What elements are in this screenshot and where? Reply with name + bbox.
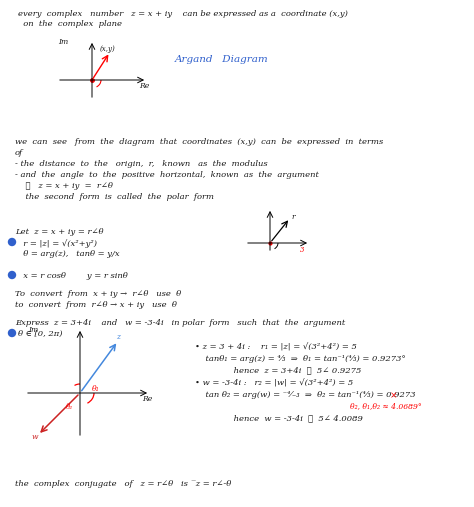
Text: every  complex   number   z = x + iy    can be expressed as a  coordinate (x,y): every complex number z = x + iy can be e…: [18, 10, 348, 18]
Text: hence  z = 3+4i  ≅  5∠ 0.9275: hence z = 3+4i ≅ 5∠ 0.9275: [210, 366, 361, 374]
Circle shape: [9, 330, 16, 337]
Text: hence  w = -3-4i  ≅  5∠ 4.0089: hence w = -3-4i ≅ 5∠ 4.0089: [210, 414, 363, 422]
Text: to  convert  from  r∠θ → x + iy   use  θ: to convert from r∠θ → x + iy use θ: [15, 301, 177, 309]
Text: the  complex  conjugate   of   z = r∠θ   is   ̅z = r∠-θ: the complex conjugate of z = r∠θ is ̅z =…: [15, 480, 231, 488]
Text: ∴   z = x + iy  =  r∠θ: ∴ z = x + iy = r∠θ: [15, 182, 113, 190]
Text: ×: ×: [390, 391, 398, 400]
Text: Re: Re: [142, 395, 152, 403]
Text: w: w: [32, 433, 38, 441]
Text: of: of: [15, 149, 23, 157]
Text: θ₂: θ₂: [66, 403, 73, 411]
Text: Im: Im: [58, 38, 68, 46]
Text: 3: 3: [300, 246, 304, 254]
Text: (x,y): (x,y): [100, 45, 116, 53]
Text: r: r: [291, 213, 295, 221]
Text: Re: Re: [139, 82, 149, 90]
Text: Express  z = 3+4i    and   w = -3-4i   in polar  form   such  that  the  argumen: Express z = 3+4i and w = -3-4i in polar …: [15, 319, 345, 327]
Text: • w = -3-4i :   r₂ = |w| = √(3²+4²) = 5: • w = -3-4i : r₂ = |w| = √(3²+4²) = 5: [195, 379, 353, 387]
Text: on  the  complex  plane: on the complex plane: [18, 20, 122, 28]
Text: x = r cosθ        y = r sinθ: x = r cosθ y = r sinθ: [18, 272, 128, 280]
Text: the  second  form  is  called  the  polar  form: the second form is called the polar form: [15, 193, 214, 201]
Text: we  can  see   from  the  diagram  that  coordinates  (x,y)  can  be  expressed : we can see from the diagram that coordin…: [15, 138, 383, 146]
Circle shape: [9, 238, 16, 245]
Text: - the  distance  to  the   origin,  r,   known   as  the  modulus: - the distance to the origin, r, known a…: [15, 160, 268, 168]
Text: θ₁: θ₁: [92, 385, 100, 393]
Text: Argand   Diagram: Argand Diagram: [175, 55, 269, 64]
Text: tanθ₁ = arg(z) = ⁴⁄₃  ⇒  θ₁ = tan⁻¹(⁴⁄₃) = 0.9273°: tanθ₁ = arg(z) = ⁴⁄₃ ⇒ θ₁ = tan⁻¹(⁴⁄₃) =…: [195, 355, 406, 363]
Text: θ₂, θ₁,θ₂ ≈ 4.0689°: θ₂, θ₁,θ₂ ≈ 4.0689°: [255, 402, 422, 410]
Text: - and  the  angle  to  the  positive  horizontal,  known  as  the  argument: - and the angle to the positive horizont…: [15, 171, 319, 179]
Text: θ ∈ [0, 2π): θ ∈ [0, 2π): [18, 330, 63, 338]
Text: To  convert  from  x + iy →  r∠θ   use  θ: To convert from x + iy → r∠θ use θ: [15, 290, 181, 298]
Text: tan θ₂ = arg(w) = ⁻⁴⁄₋₃  ⇒  θ₂ = tan⁻¹(⁴⁄₃) = 0.9273: tan θ₂ = arg(w) = ⁻⁴⁄₋₃ ⇒ θ₂ = tan⁻¹(⁴⁄₃…: [195, 391, 416, 399]
Circle shape: [9, 272, 16, 278]
Text: θ = arg(z),   tanθ = y/x: θ = arg(z), tanθ = y/x: [18, 250, 119, 258]
Text: Im: Im: [28, 326, 38, 334]
Text: Let  z = x + iy = r∠θ: Let z = x + iy = r∠θ: [15, 228, 103, 236]
Text: r = |z| = √(x²+y²): r = |z| = √(x²+y²): [18, 239, 97, 247]
Text: • z = 3 + 4i :    r₁ = |z| = √(3²+4²) = 5: • z = 3 + 4i : r₁ = |z| = √(3²+4²) = 5: [195, 343, 357, 351]
Text: z: z: [116, 333, 120, 341]
